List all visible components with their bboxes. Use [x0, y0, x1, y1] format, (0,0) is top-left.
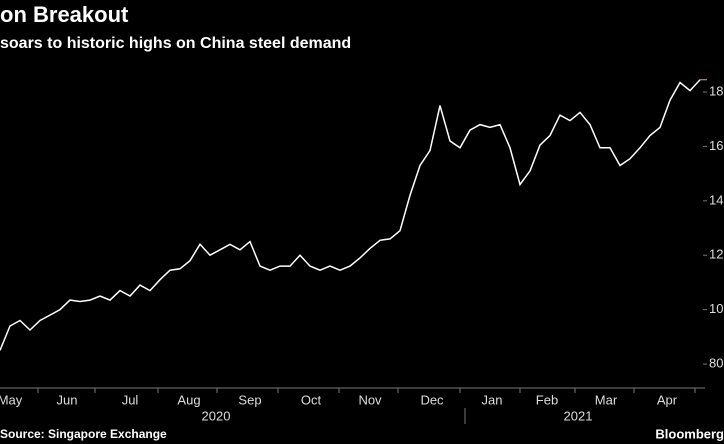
x-tick-label: Jan	[482, 392, 503, 407]
chart-title: on Breakout	[0, 2, 129, 27]
x-tick-label: Jul	[122, 392, 139, 407]
x-tick-label: Apr	[657, 392, 678, 407]
x-tick-label: Sep	[238, 392, 261, 407]
y-tick-label: 120	[709, 247, 724, 262]
x-tick-label: Feb	[536, 392, 558, 407]
chart-subtitle: soars to historic highs on China steel d…	[0, 35, 351, 52]
x-tick-label: Oct	[301, 392, 322, 407]
price-line	[0, 79, 701, 351]
y-tick-label: 160	[709, 138, 724, 153]
x-tick-label: May	[0, 392, 23, 407]
brand: Bloomberg	[655, 426, 724, 441]
x-tick-label: Dec	[420, 392, 444, 407]
y-tick-label: 140	[709, 192, 724, 207]
y-tick-label: 80	[709, 355, 723, 370]
year-label: 2021	[564, 408, 593, 423]
x-tick-label: Mar	[595, 392, 618, 407]
source: Source: Singapore Exchange	[0, 427, 167, 441]
x-tick-label: Aug	[177, 392, 200, 407]
year-label: 2020	[202, 408, 231, 423]
x-tick-label: Nov	[358, 392, 382, 407]
y-tick-label: 100	[709, 301, 724, 316]
x-tick-label: Jun	[57, 392, 78, 407]
y-tick-label: 180	[709, 83, 724, 98]
